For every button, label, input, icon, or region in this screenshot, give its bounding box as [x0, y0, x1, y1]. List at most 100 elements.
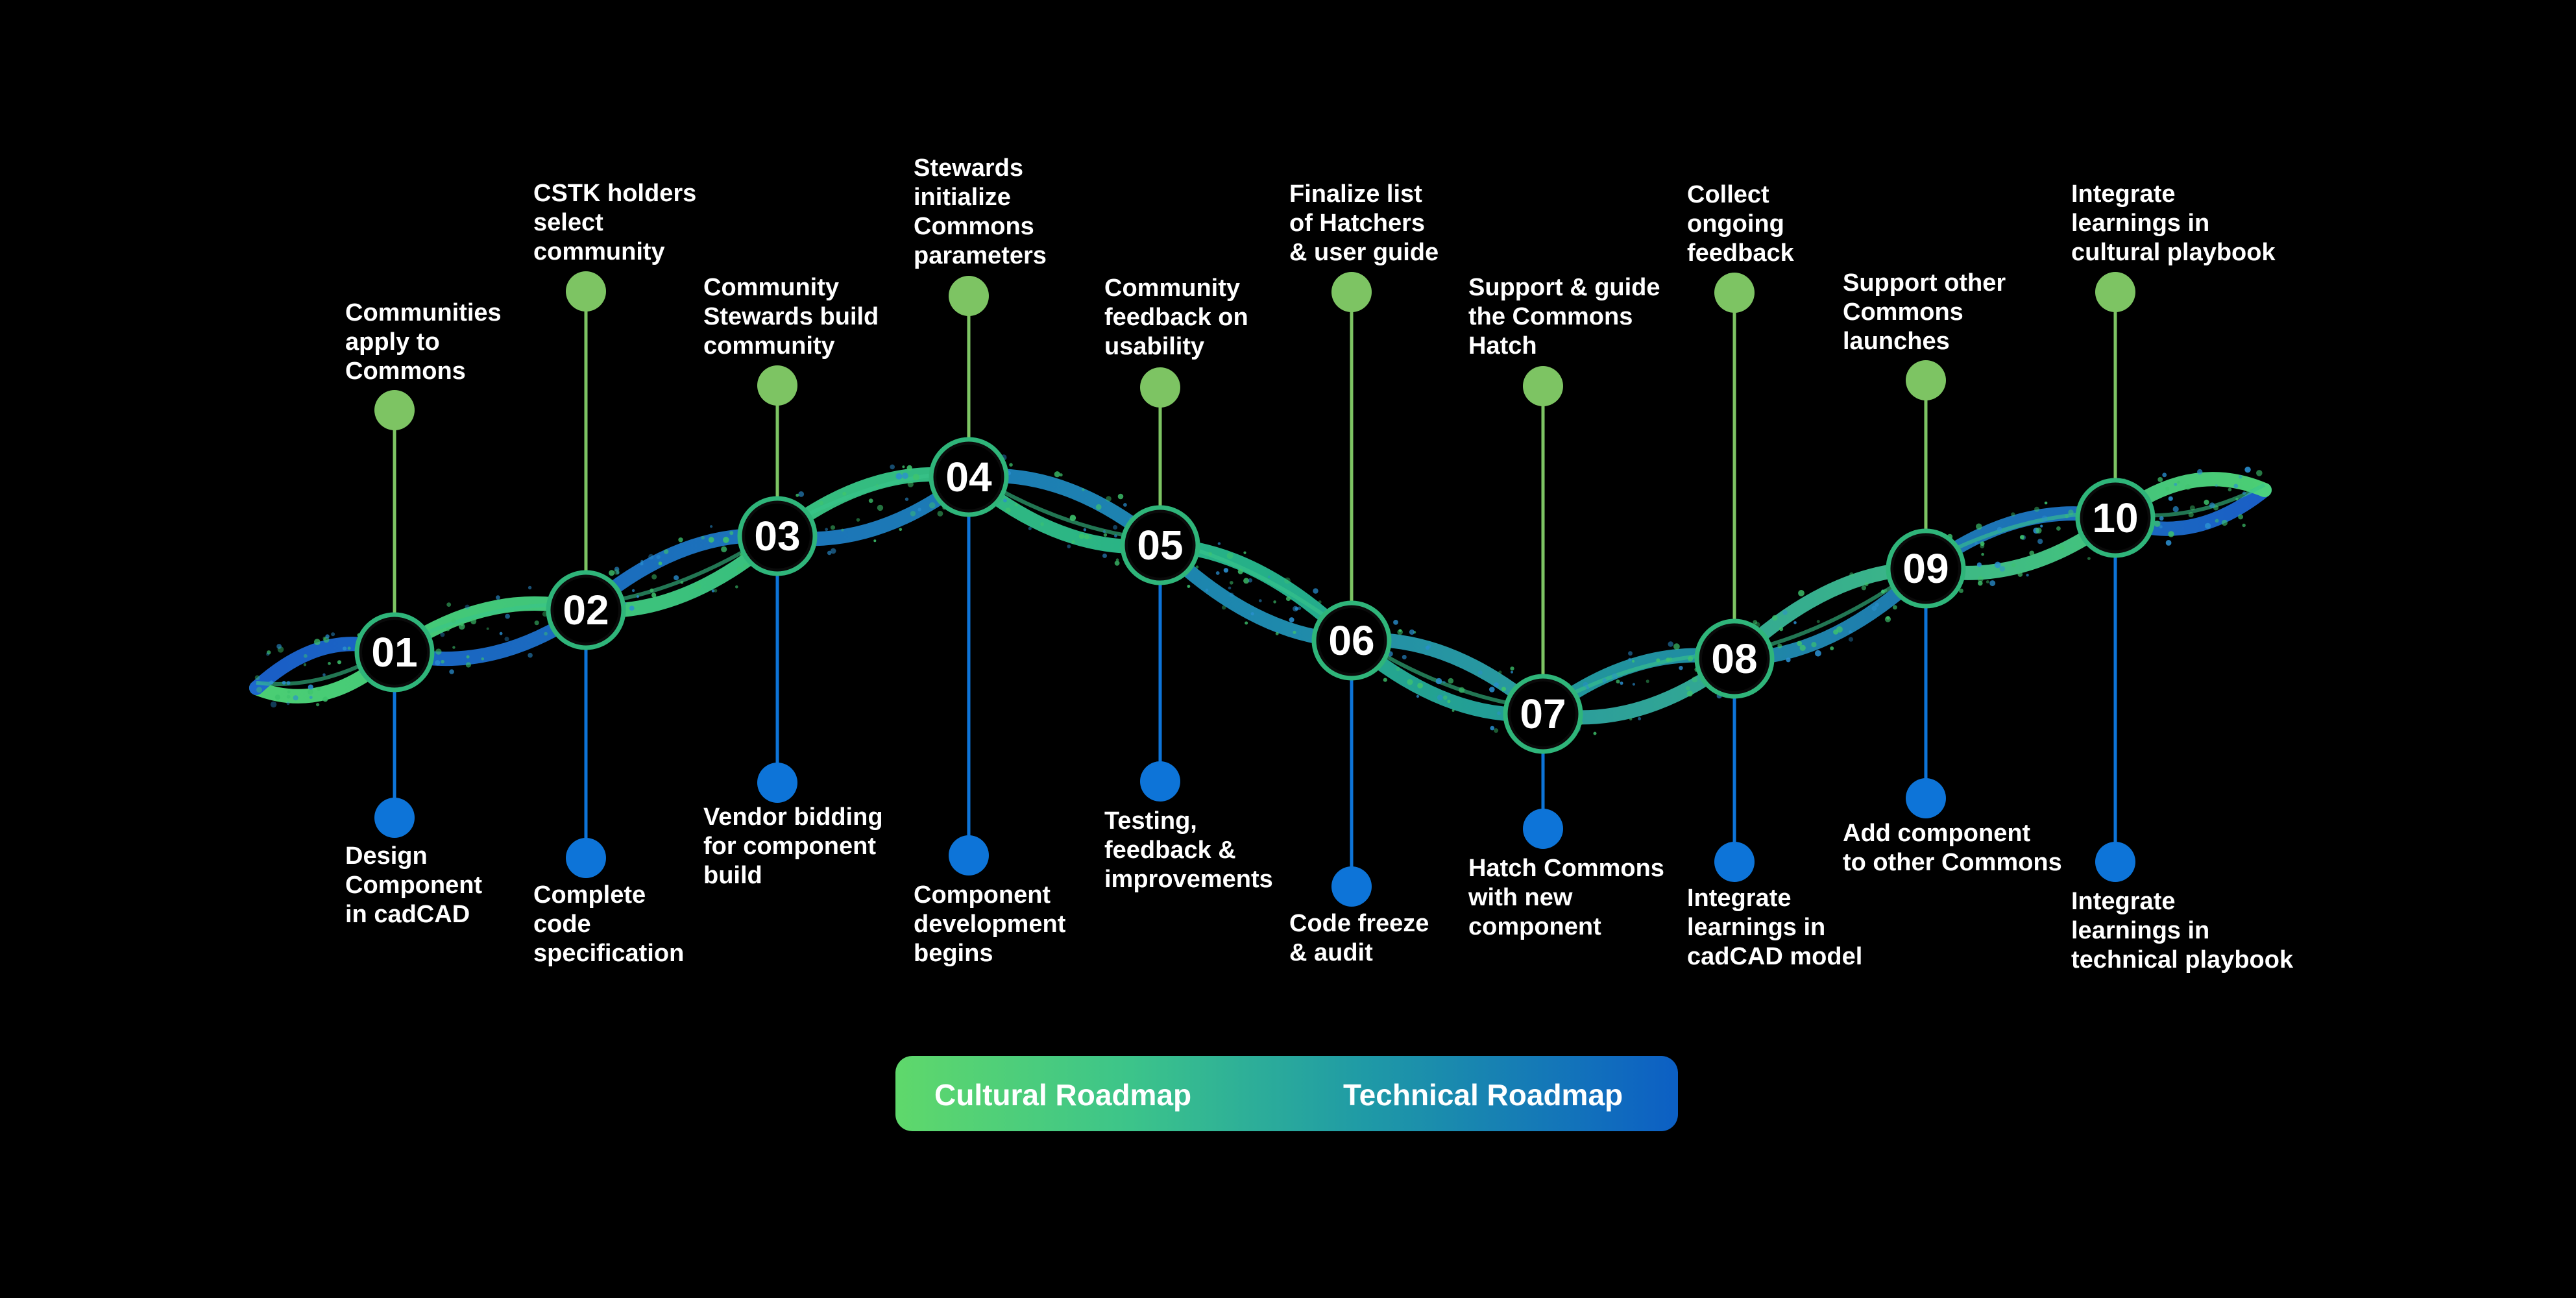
label-line: technical playbook — [2071, 946, 2294, 974]
particle-dot — [1632, 683, 1635, 686]
particle-dot — [1417, 683, 1424, 689]
particle-dot — [254, 675, 260, 680]
particle-dot — [325, 634, 330, 639]
particle-dot — [1679, 666, 1683, 670]
particle-dot — [303, 663, 307, 667]
particle-dot — [796, 493, 799, 497]
particle-dot — [2233, 484, 2239, 489]
particle-dot — [2168, 531, 2174, 537]
particle-dot — [1426, 644, 1431, 649]
particle-dot — [1958, 588, 1963, 593]
technical-marker — [2095, 842, 2135, 882]
particle-dot — [1095, 504, 1102, 510]
particle-dot — [680, 581, 684, 584]
label-line: begins — [914, 940, 993, 967]
label-line: build — [703, 862, 762, 889]
label-line: Hatch Commons — [1468, 855, 1664, 882]
milestone-node-05: 05 — [1120, 505, 1200, 585]
particle-dot — [282, 681, 286, 685]
particle-dot — [1632, 659, 1635, 663]
particle-dot — [2204, 499, 2209, 506]
particle-dot — [827, 550, 832, 556]
particle-dot — [2026, 574, 2029, 577]
particle-dot — [435, 648, 442, 655]
particle-dot — [2238, 514, 2244, 520]
particle-dot — [270, 701, 277, 708]
particle-dot — [929, 502, 936, 509]
particle-dot — [1875, 602, 1879, 607]
milestone-number: 06 — [1328, 617, 1374, 664]
particle-dot — [912, 474, 919, 481]
cultural-step-label-03: Community Stewards build community — [703, 273, 917, 361]
particle-dot — [1616, 680, 1620, 684]
particle-dot — [1849, 572, 1854, 577]
label-line: Stewards — [914, 154, 1023, 182]
particle-dot — [441, 659, 444, 664]
label-line: Component — [914, 881, 1051, 909]
particle-dot — [2174, 483, 2178, 486]
particle-dot — [267, 650, 271, 655]
milestone-stems — [374, 271, 2135, 907]
particle-dot — [1447, 700, 1451, 704]
particle-dot — [1976, 562, 1982, 567]
particle-dot — [2087, 557, 2091, 560]
particle-dot — [2065, 514, 2069, 519]
particle-dot — [1686, 686, 1690, 691]
particle-dot — [1786, 657, 1791, 663]
particle-dot — [648, 554, 654, 559]
particle-dot — [1511, 670, 1513, 674]
label-line: learnings in — [1687, 914, 1826, 941]
particle-dot — [613, 569, 620, 575]
particle-dot — [481, 657, 485, 661]
cultural-step-label-06: Finalize list of Hatchers & user guide — [1289, 180, 1503, 267]
particle-dot — [723, 537, 729, 543]
label-line: with new — [1468, 884, 1573, 911]
label-line: the Commons — [1468, 303, 1633, 330]
particle-dot — [1425, 645, 1430, 650]
particle-dot — [1285, 596, 1291, 602]
particle-dot — [1115, 558, 1119, 561]
particle-dot — [1656, 658, 1660, 663]
particle-dot — [2172, 506, 2179, 513]
cultural-step-label-09: Support other Commons launches — [1843, 269, 2057, 356]
particle-dot — [317, 687, 321, 691]
particle-dot — [1123, 503, 1127, 507]
particle-dot — [1793, 621, 1797, 624]
cultural-marker — [1714, 273, 1755, 313]
particle-dot — [1228, 586, 1232, 590]
particle-dot — [1393, 620, 1398, 625]
technical-step-label-04: Component development begins — [914, 881, 1128, 968]
label-line: Code freeze — [1289, 910, 1429, 937]
particle-dot — [2165, 487, 2170, 491]
particle-dot — [1215, 571, 1220, 575]
particle-dot — [2242, 523, 2246, 528]
particle-dot — [1237, 569, 1243, 574]
cultural-step-label-05: Community feedback on usability — [1104, 274, 1318, 361]
particle-dot — [1489, 687, 1495, 692]
particle-dot — [650, 588, 654, 593]
particle-dot — [711, 589, 715, 593]
particle-dot — [1816, 620, 1820, 624]
technical-marker — [1523, 809, 1563, 849]
particle-dot — [729, 531, 734, 535]
particle-dot — [1999, 566, 2006, 572]
technical-step-label-03: Vendor bidding for component build — [703, 803, 917, 890]
cultural-marker — [1140, 367, 1180, 408]
particle-dot — [435, 660, 441, 666]
particle-dot — [629, 606, 635, 611]
particle-dot — [1490, 726, 1495, 731]
particle-dot — [1117, 493, 1124, 500]
particle-dot — [1980, 541, 1985, 546]
particle-dot — [1978, 580, 1983, 586]
particle-dot — [322, 673, 326, 676]
label-line: Community — [1104, 275, 1240, 302]
particle-dot — [640, 562, 644, 566]
particle-dot — [440, 632, 445, 637]
technical-marker — [1906, 778, 1946, 818]
technical-step-label-10: Integrate learnings in technical playbook — [2071, 887, 2294, 975]
milestone-node-07: 07 — [1503, 674, 1583, 754]
particle-dot — [714, 589, 718, 593]
particle-dot — [1692, 676, 1698, 683]
particle-dot — [1067, 545, 1071, 548]
particle-dot — [2159, 516, 2164, 521]
